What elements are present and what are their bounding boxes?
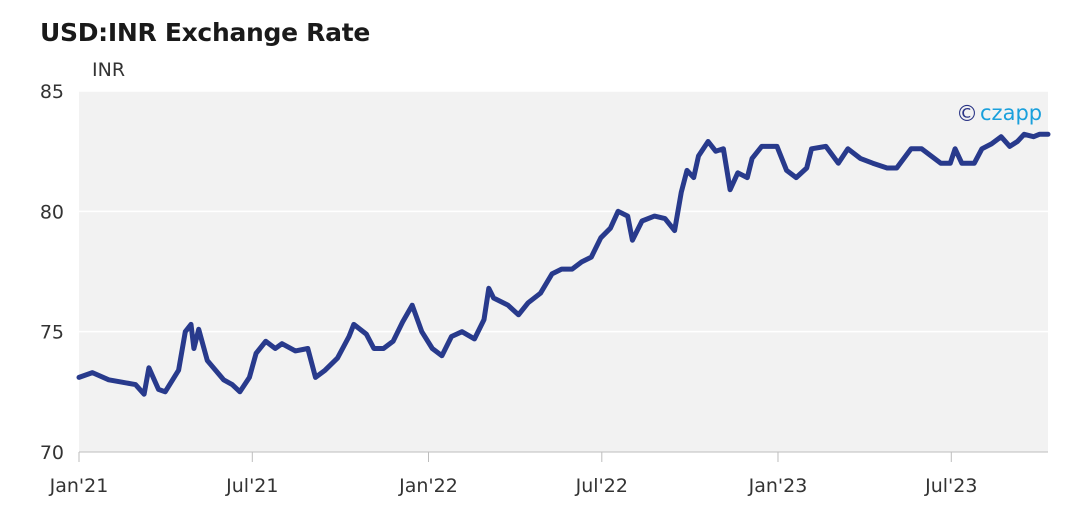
x-tick-label: Jul'22 <box>575 475 628 497</box>
x-tick-label: Jul'21 <box>225 475 278 497</box>
exchange-rate-line <box>76 131 1051 397</box>
y-tick-label: 75 <box>40 322 64 344</box>
x-tick-label: Jan'22 <box>398 475 458 497</box>
brand-logo: © czapp <box>956 101 1042 127</box>
y-tick-label: 80 <box>40 201 64 223</box>
copyright-icon: © <box>956 102 978 127</box>
y-tick-label: 85 <box>40 81 64 103</box>
brand-name: czapp <box>980 101 1042 125</box>
x-axis: Jan'21 Jul'21 Jan'22 Jul'22 Jan'23 Jul'23 <box>49 451 1048 497</box>
y-axis-label: INR <box>92 59 125 81</box>
x-tick-label: Jan'23 <box>748 475 808 497</box>
y-axis: 70 75 80 85 <box>40 81 64 464</box>
gridlines <box>79 90 1048 333</box>
y-tick-label: 70 <box>40 442 64 464</box>
x-tick-label: Jan'21 <box>49 475 109 497</box>
chart-title: USD:INR Exchange Rate <box>40 18 371 47</box>
x-tick-label: Jul'23 <box>924 475 977 497</box>
